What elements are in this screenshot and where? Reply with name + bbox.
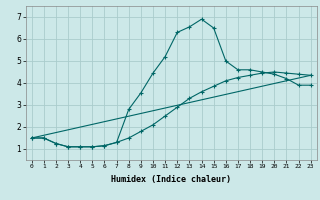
X-axis label: Humidex (Indice chaleur): Humidex (Indice chaleur) [111, 175, 231, 184]
